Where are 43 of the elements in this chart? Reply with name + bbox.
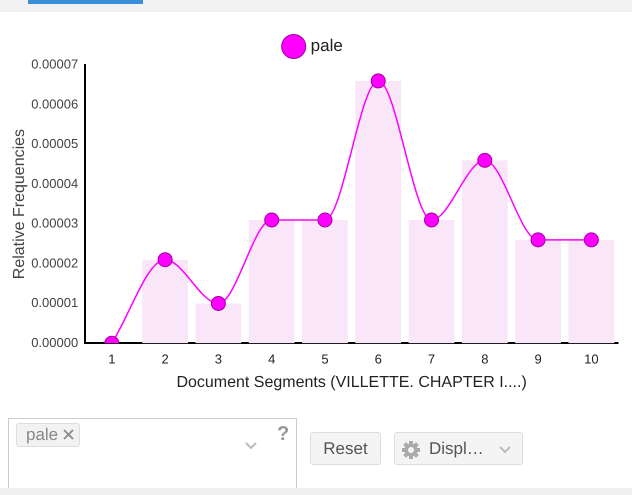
x-tick-label: 9 (534, 352, 542, 367)
bar (568, 240, 614, 344)
x-tick-label: 2 (161, 352, 169, 367)
x-tick-label: 6 (374, 352, 382, 367)
point (264, 212, 280, 228)
y-tick-label: 0.00005 (31, 136, 78, 152)
y-tick-label: 0.00001 (31, 295, 78, 310)
bar (302, 220, 348, 344)
point (317, 212, 332, 228)
text: Displ… (429, 439, 484, 458)
x-tick-label: 1 (108, 352, 116, 367)
x-tick-label: 8 (481, 352, 488, 367)
x-tick-label: 3 (214, 352, 222, 367)
bar (355, 80, 402, 344)
y-axis-title: Relative Frequencies (11, 128, 28, 280)
point (424, 212, 440, 228)
text: Reset (310, 432, 381, 465)
x-tick-label: 7 (428, 352, 436, 367)
text: ? (277, 423, 290, 446)
y-tick-label: 0.00004 (31, 176, 78, 191)
point (477, 152, 492, 168)
point (584, 232, 599, 248)
y-tick-label: 0.00002 (31, 255, 78, 270)
y-tick-label: 0.00003 (31, 216, 78, 231)
point (370, 73, 386, 88)
point (210, 296, 226, 311)
y-tick-label: 0.00006 (31, 96, 78, 112)
x-tick-label: 10 (584, 352, 599, 367)
point (158, 252, 173, 268)
bar (142, 260, 188, 344)
y-tick-label: 0.00000 (31, 334, 78, 350)
x-tick-label: 5 (321, 352, 329, 367)
bar (515, 240, 561, 344)
x-axis-title: Document Segments (VILLETTE. CHAPTER I....) (176, 374, 527, 391)
bar (195, 303, 242, 344)
point (530, 232, 546, 248)
x-tick-label: 4 (268, 352, 276, 367)
bar (248, 220, 295, 344)
text: pale (26, 425, 58, 444)
bar (408, 220, 454, 344)
y-tick-label: 0.00007 (31, 56, 78, 72)
bar (462, 160, 508, 344)
legend-label: pale (310, 36, 343, 56)
